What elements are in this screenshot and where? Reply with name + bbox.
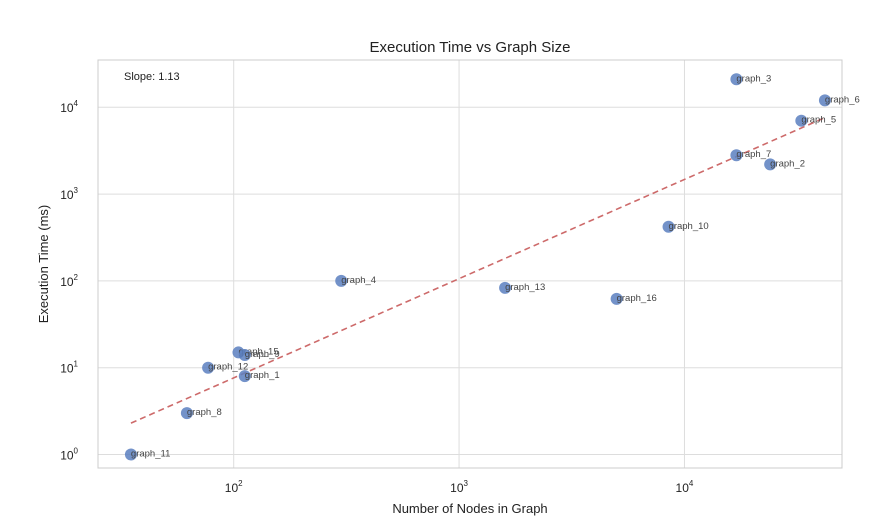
point-label-graph_16: graph_16 bbox=[617, 293, 657, 304]
point-label-graph_2: graph_2 bbox=[770, 158, 805, 169]
y-tick-exponent: 0 bbox=[74, 447, 79, 456]
data-point-graph_4 bbox=[335, 274, 348, 287]
data-point-graph_6 bbox=[818, 94, 831, 107]
x-tick-base: 10 bbox=[225, 481, 239, 495]
chart-title: Execution Time vs Graph Size bbox=[370, 39, 571, 56]
x-tick-label: 102 bbox=[225, 479, 243, 495]
point-label-graph_3: graph_3 bbox=[736, 73, 771, 84]
y-tick-exponent: 3 bbox=[74, 186, 79, 195]
y-tick-base: 10 bbox=[60, 449, 74, 463]
data-point-graph_8 bbox=[180, 407, 193, 420]
data-points: graph_11graph_8graph_12graph_15graph_9gr… bbox=[124, 73, 860, 461]
point-label-graph_9: graph_9 bbox=[245, 349, 280, 360]
y-tick-exponent: 2 bbox=[74, 273, 79, 282]
x-tick-labels: 102 103 104 bbox=[225, 479, 694, 495]
y-tick-exponent: 1 bbox=[74, 360, 79, 369]
point-label-graph_5: graph_5 bbox=[801, 115, 836, 126]
y-tick-label: 104 bbox=[60, 99, 78, 115]
y-tick-base: 10 bbox=[60, 362, 74, 376]
data-point-graph_16 bbox=[610, 292, 623, 305]
point-label-graph_6: graph_6 bbox=[825, 94, 860, 105]
point-label-graph_4: graph_4 bbox=[341, 275, 376, 286]
y-tick-label: 101 bbox=[60, 360, 78, 376]
point-label-graph_8: graph_8 bbox=[187, 407, 222, 418]
data-point-graph_9 bbox=[238, 349, 251, 362]
data-point-graph_7 bbox=[730, 149, 743, 162]
point-label-graph_10: graph_10 bbox=[669, 221, 709, 232]
x-tick-label: 103 bbox=[450, 479, 468, 495]
y-tick-exponent: 4 bbox=[74, 99, 79, 108]
x-tick-exponent: 2 bbox=[238, 479, 243, 488]
y-tick-label: 102 bbox=[60, 273, 78, 289]
data-point-graph_10 bbox=[662, 220, 675, 233]
y-axis-label: Execution Time (ms) bbox=[36, 205, 51, 323]
data-point-graph_5 bbox=[795, 114, 808, 127]
data-point-graph_12 bbox=[202, 361, 215, 374]
plot-area bbox=[97, 59, 843, 469]
point-label-graph_7: graph_7 bbox=[736, 149, 771, 160]
data-point-graph_13 bbox=[499, 281, 512, 294]
slope-annotation: Slope: 1.13 bbox=[124, 71, 180, 83]
y-tick-base: 10 bbox=[60, 188, 74, 202]
x-axis-label: Number of Nodes in Graph bbox=[392, 501, 547, 516]
data-point-graph_2 bbox=[764, 158, 777, 171]
y-tick-base: 10 bbox=[60, 275, 74, 289]
x-tick-base: 10 bbox=[676, 481, 690, 495]
point-label-graph_11: graph_11 bbox=[131, 449, 170, 460]
x-tick-base: 10 bbox=[450, 481, 464, 495]
gridlines bbox=[98, 60, 842, 468]
data-point-graph_3 bbox=[730, 73, 743, 86]
data-point-graph_11 bbox=[124, 448, 137, 461]
point-label-graph_15: graph_15 bbox=[238, 346, 278, 357]
point-label-graph_12: graph_12 bbox=[208, 362, 248, 373]
point-label-graph_13: graph_13 bbox=[505, 282, 545, 293]
y-tick-label: 100 bbox=[60, 447, 78, 463]
x-tick-exponent: 3 bbox=[464, 479, 469, 488]
x-tick-label: 104 bbox=[676, 479, 694, 495]
y-tick-base: 10 bbox=[60, 101, 74, 115]
y-tick-label: 103 bbox=[60, 186, 78, 202]
x-tick-exponent: 4 bbox=[689, 479, 694, 488]
data-point-graph_1 bbox=[238, 370, 251, 383]
point-label-graph_1: graph_1 bbox=[245, 370, 280, 381]
fit-line bbox=[130, 116, 826, 424]
